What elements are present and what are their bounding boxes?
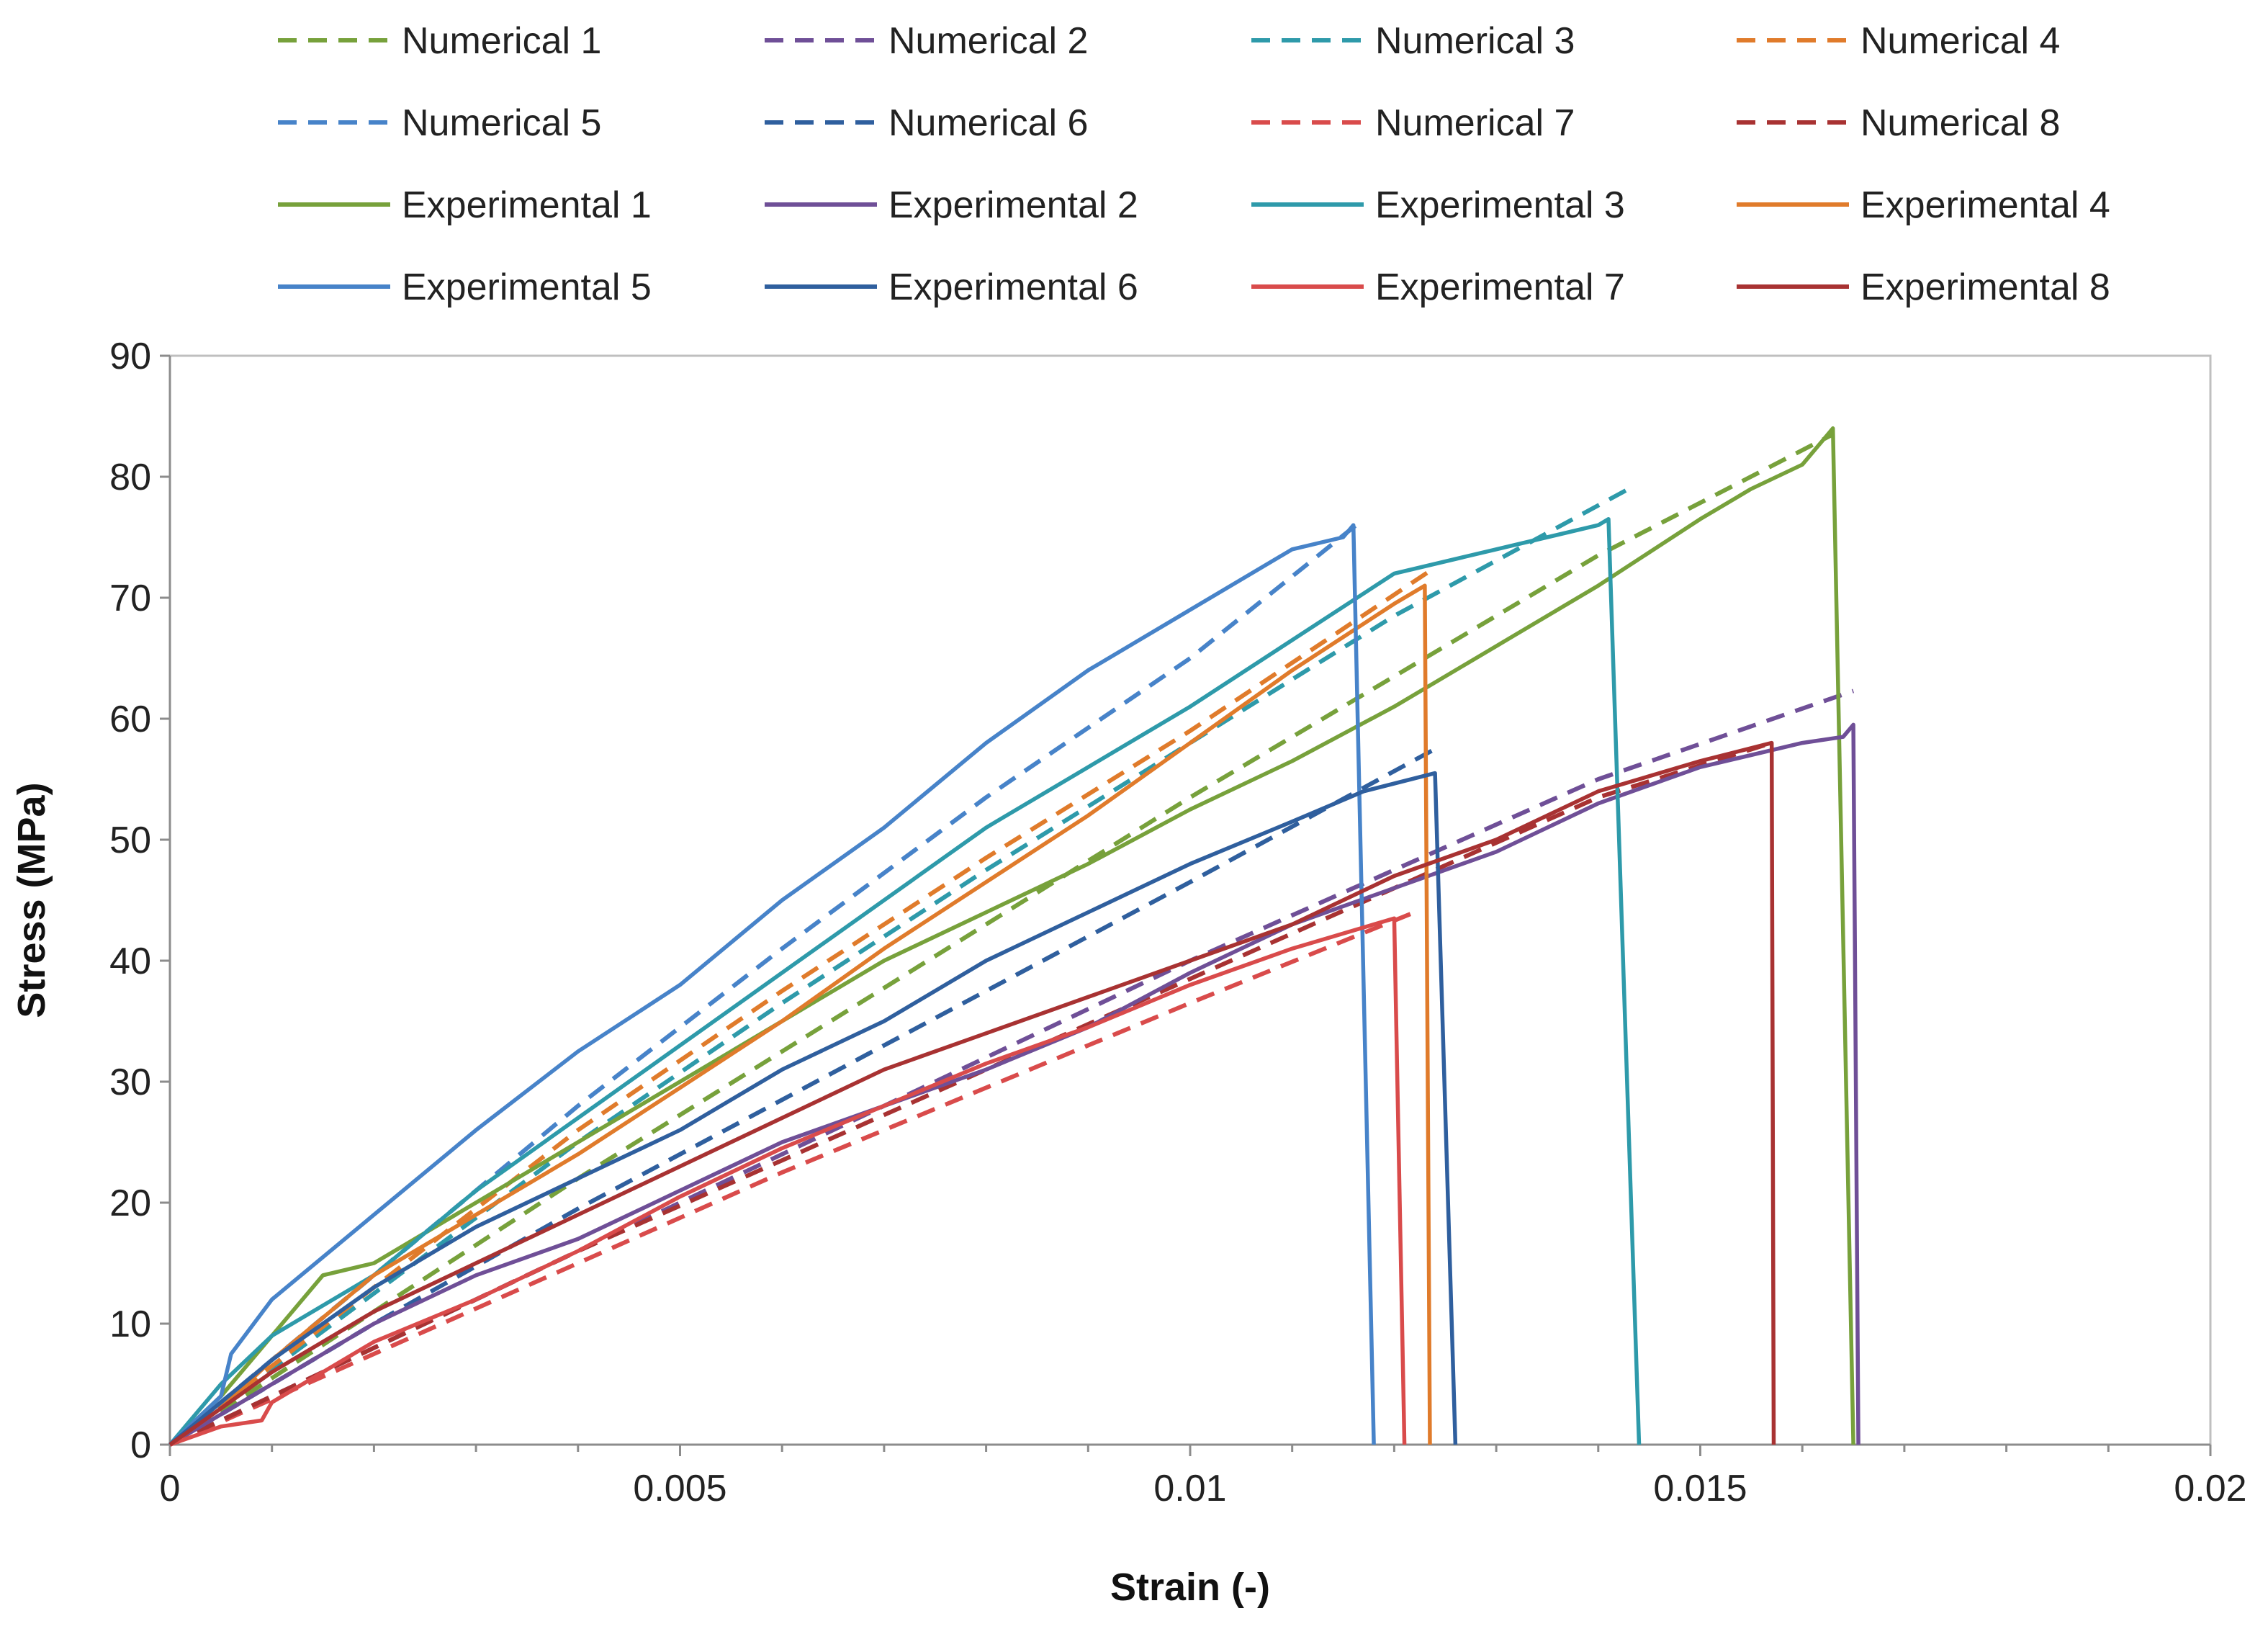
x-tick-label: 0.015	[1653, 1468, 1747, 1509]
series-line-experimental-7	[169, 916, 1407, 1447]
legend-label-experimental-1: Experimental 1	[402, 184, 652, 226]
y-tick-label: 70	[109, 578, 151, 619]
series-line-numerical-3	[168, 487, 1630, 1447]
series-line-experimental-5	[168, 523, 1376, 1446]
legend-label-numerical-1: Numerical 1	[402, 20, 601, 62]
legend-label-experimental-2: Experimental 2	[888, 184, 1138, 226]
legend-label-experimental-3: Experimental 3	[1375, 184, 1625, 226]
legend-label-numerical-6: Numerical 6	[888, 102, 1088, 144]
legend-label-experimental-4: Experimental 4	[1860, 184, 2110, 226]
y-tick-label: 80	[109, 457, 151, 498]
legend-label-numerical-2: Numerical 2	[888, 20, 1088, 62]
plot-area-frame	[168, 354, 2212, 1446]
y-tick-label: 10	[109, 1303, 151, 1345]
series-line-numerical-1	[168, 432, 1835, 1447]
series-line-experimental-3	[168, 517, 1642, 1446]
x-tick-label: 0.02	[2174, 1468, 2246, 1509]
legend-label-experimental-8: Experimental 8	[1860, 266, 2110, 308]
series-line-experimental-1	[168, 426, 1855, 1446]
legend-label-numerical-7: Numerical 7	[1375, 102, 1575, 144]
y-tick-label: 90	[109, 336, 151, 377]
y-tick-label: 20	[109, 1183, 151, 1224]
series-group	[168, 426, 1860, 1447]
legend-label-experimental-5: Experimental 5	[402, 266, 652, 308]
series-line-numerical-8	[168, 740, 1773, 1447]
x-tick-label: 0.005	[633, 1468, 726, 1509]
legend-label-numerical-4: Numerical 4	[1860, 20, 2060, 62]
y-tick-label: 30	[109, 1062, 151, 1103]
legend-label-experimental-7: Experimental 7	[1375, 266, 1625, 308]
y-tick-label: 60	[109, 699, 151, 740]
x-tick-label: 0	[160, 1468, 181, 1509]
legend-label-numerical-3: Numerical 3	[1375, 20, 1575, 62]
x-tick-label: 0.01	[1153, 1468, 1226, 1509]
series-line-numerical-6	[168, 747, 1436, 1447]
x-axis-title: Strain (-)	[1110, 1566, 1270, 1609]
series-line-experimental-6	[168, 771, 1458, 1447]
legend-label-experimental-6: Experimental 6	[888, 266, 1138, 308]
series-line-experimental-2	[168, 722, 1860, 1447]
series-line-experimental-4	[168, 583, 1432, 1447]
series-line-experimental-8	[168, 740, 1776, 1447]
legend: Numerical 1 Numerical 2 Numerical 3 Numeric…	[278, 20, 2110, 308]
y-axis-title: Stress (MPa)	[10, 782, 53, 1018]
legend-label-numerical-8: Numerical 8	[1860, 102, 2060, 144]
legend-label-numerical-5: Numerical 5	[402, 102, 601, 144]
y-tick-label: 40	[109, 941, 151, 982]
axes: 0 10 20 30 40 50 60 70 80 90 0 0.005 0.01 0.015 0.02	[109, 336, 2246, 1509]
y-tick-label: 0	[130, 1424, 151, 1466]
series-line-numerical-7	[168, 910, 1416, 1447]
series-line-numerical-5	[168, 517, 1365, 1447]
y-tick-label: 50	[109, 820, 151, 861]
